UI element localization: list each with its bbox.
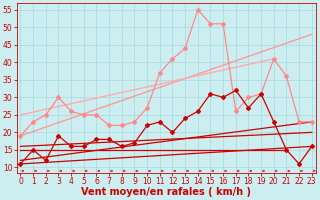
X-axis label: Vent moyen/en rafales ( km/h ): Vent moyen/en rafales ( km/h ) bbox=[81, 187, 251, 197]
